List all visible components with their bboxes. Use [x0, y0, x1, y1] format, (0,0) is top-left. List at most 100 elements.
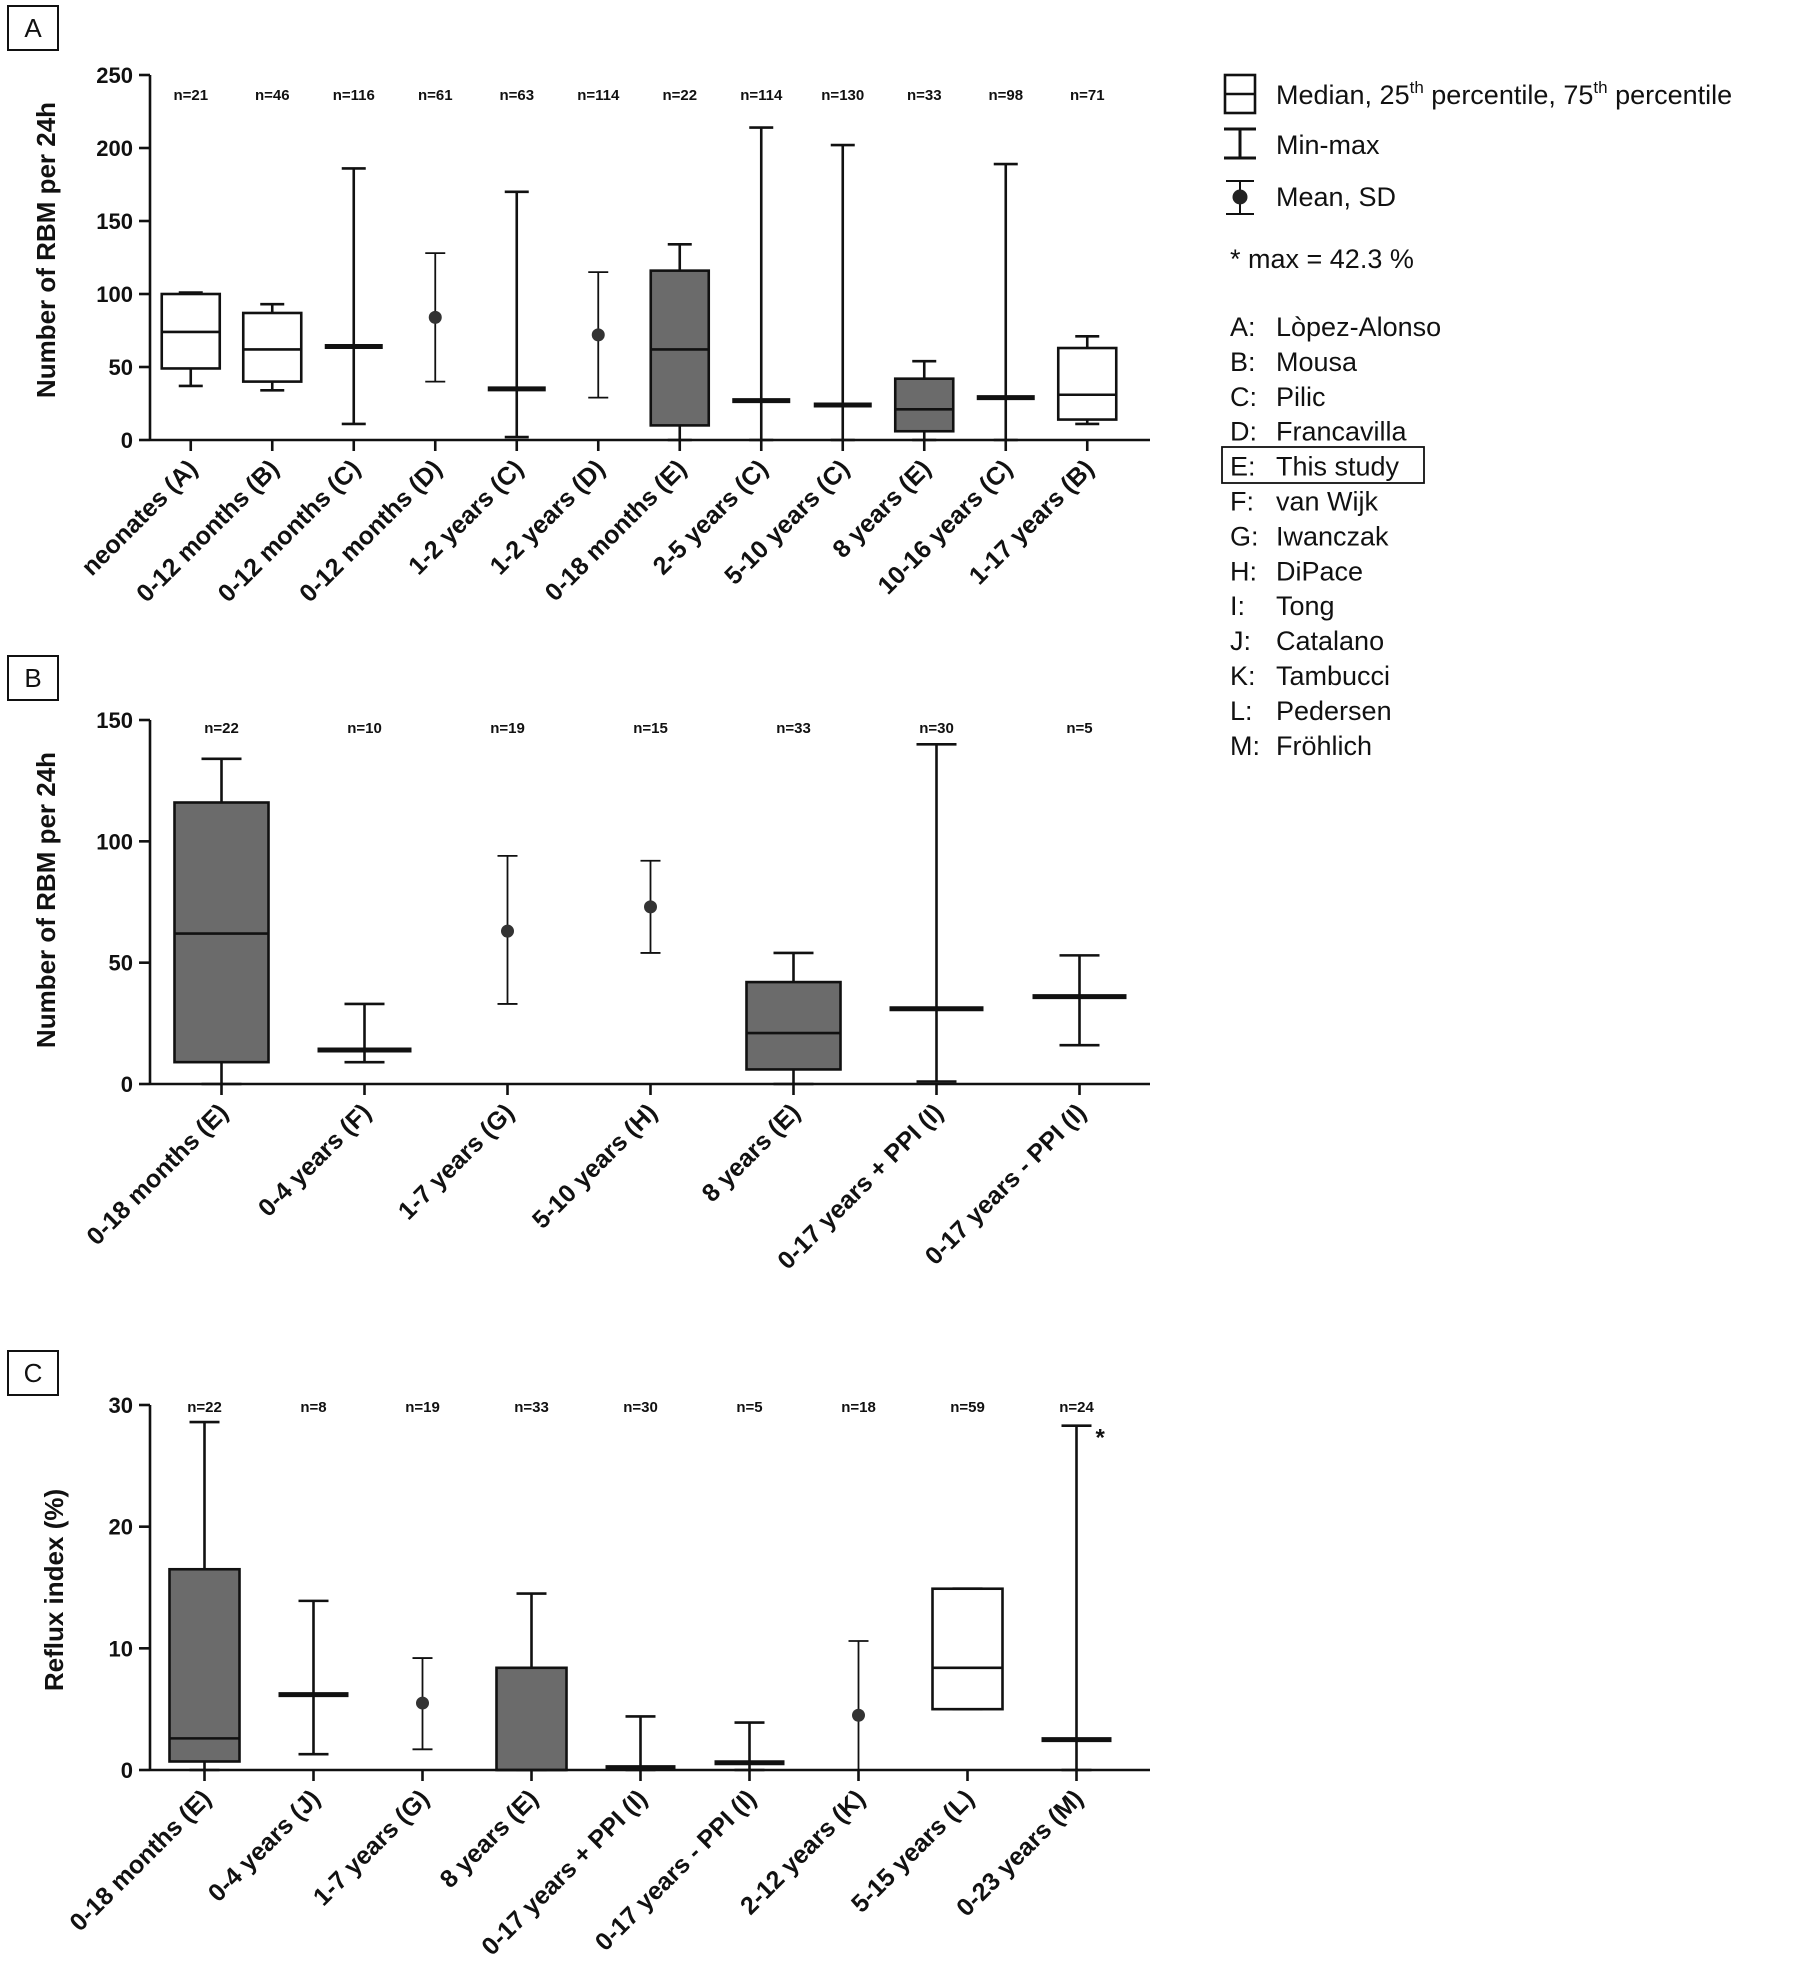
- mean-point: [644, 900, 657, 914]
- n-label: n=63: [499, 87, 534, 104]
- n-label: n=30: [919, 720, 954, 737]
- y-axis-label: Number of RBM per 24h: [31, 102, 61, 398]
- y-tick-label: 0: [121, 1758, 133, 1783]
- legend-reference-key: K:: [1230, 661, 1256, 691]
- legend-mean-symbol: [1226, 180, 1254, 215]
- mean-point: [428, 310, 442, 324]
- n-label: n=59: [950, 1399, 985, 1416]
- x-tick-label: 0-12 months (B): [131, 454, 284, 607]
- legend-reference-key: M:: [1230, 731, 1260, 761]
- min-max-range: *: [1041, 1424, 1112, 1772]
- y-axis-label: Reflux index (%): [39, 1489, 69, 1691]
- min-max-range: [813, 143, 872, 442]
- n-label: n=15: [633, 720, 668, 737]
- min-max-range: [487, 190, 546, 439]
- n-label: n=19: [405, 1399, 440, 1416]
- y-tick-label: 150: [96, 209, 133, 234]
- box-plot: [649, 243, 711, 442]
- legend-minmax-label: Min-max: [1276, 130, 1380, 160]
- x-tick-label: 1-7 years (G): [308, 1784, 435, 1911]
- iqr-box: [241, 311, 303, 383]
- box-plot: [893, 359, 955, 442]
- legend-reference-key: E:: [1230, 452, 1256, 482]
- n-label: n=98: [988, 87, 1023, 104]
- iqr-box: [495, 1666, 568, 1772]
- legend-reference-key: C:: [1230, 382, 1257, 412]
- n-label: n=114: [577, 87, 620, 104]
- y-tick-label: 50: [109, 951, 133, 976]
- x-tick-label: 0-18 months (E): [540, 454, 692, 606]
- y-tick-label: 30: [109, 1393, 133, 1418]
- legend-reference-name: Pedersen: [1276, 696, 1392, 726]
- min-max-range: [732, 126, 791, 442]
- max-annotation: *: [1096, 1425, 1106, 1452]
- n-label: n=5: [1066, 720, 1092, 737]
- n-label: n=61: [418, 87, 453, 104]
- n-label: n=8: [300, 1399, 326, 1416]
- legend-reference-name: Iwanczak: [1276, 521, 1389, 551]
- min-max-range: [324, 167, 383, 426]
- legend-reference-name: DiPace: [1276, 556, 1363, 586]
- legend-reference-key: L:: [1230, 696, 1253, 726]
- x-tick-label: 0-17 years - PPI (I): [920, 1098, 1092, 1270]
- legend-reference-name: Lòpez-Alonso: [1276, 312, 1441, 342]
- mean-point: [416, 1696, 429, 1710]
- mean-sd: [848, 1640, 869, 1771]
- mean-sd: [497, 854, 518, 1005]
- box-plot: [241, 302, 303, 392]
- legend-reference-name: Mousa: [1276, 347, 1358, 377]
- x-tick-label: 0-18 months (E): [81, 1098, 233, 1250]
- y-tick-label: 0: [121, 428, 133, 453]
- y-tick-label: 100: [96, 829, 133, 854]
- y-tick-label: 100: [96, 282, 133, 307]
- iqr-box: [931, 1587, 1004, 1711]
- iqr-box: [649, 269, 711, 427]
- mean-sd: [640, 859, 661, 954]
- n-label: n=46: [255, 87, 290, 104]
- legend-reference-key: D:: [1230, 417, 1257, 447]
- y-tick-label: 150: [96, 708, 133, 733]
- box-plot: [1056, 335, 1118, 426]
- legend-reference-key: H:: [1230, 556, 1257, 586]
- n-label: n=5: [736, 1399, 762, 1416]
- box-plot: [168, 1420, 241, 1772]
- y-axis-label: Number of RBM per 24h: [31, 752, 61, 1048]
- x-tick-label: 0-12 months (D): [294, 454, 447, 607]
- n-label: n=33: [776, 720, 811, 737]
- min-max-range: [278, 1599, 349, 1756]
- y-tick-label: 0: [121, 1072, 133, 1097]
- n-label: n=22: [204, 720, 239, 737]
- y-tick-label: 10: [109, 1636, 133, 1661]
- min-max-range: [317, 1002, 412, 1064]
- y-tick-label: 250: [96, 63, 133, 88]
- x-tick-label: 0-12 months (C): [213, 454, 366, 607]
- legend-reference-name: Tambucci: [1276, 661, 1390, 691]
- box-plot: [160, 291, 222, 388]
- legend-reference-key: A:: [1230, 312, 1256, 342]
- legend-reference-name: Fröhlich: [1276, 731, 1372, 761]
- box-plot: [173, 757, 270, 1086]
- legend-reference-key: F:: [1230, 487, 1254, 517]
- n-label: n=24: [1059, 1399, 1094, 1416]
- y-tick-label: 50: [109, 355, 133, 380]
- n-label: n=116: [333, 87, 375, 104]
- panel-letter-a: A: [24, 13, 42, 43]
- x-tick-label: 0-4 years (J): [203, 1784, 326, 1907]
- n-label: n=130: [821, 87, 864, 104]
- legend-reference-name: van Wijk: [1276, 487, 1379, 517]
- mean-point: [591, 328, 605, 342]
- legend-highlight-box: [1221, 446, 1425, 484]
- n-label: n=30: [623, 1399, 658, 1416]
- iqr-box: [893, 377, 955, 433]
- legend-reference-key: I:: [1230, 591, 1245, 621]
- x-tick-label: 0-18 months (E): [64, 1784, 216, 1936]
- chart-panel-b: 0 50 100 150 Number of RBM per 24h 0-18 month…: [31, 708, 1150, 1275]
- min-max-range: [889, 742, 984, 1083]
- mean-point: [501, 924, 514, 938]
- n-label: n=18: [841, 1399, 876, 1416]
- legend-note: * max = 42.3 %: [1230, 244, 1414, 274]
- legend-reference-name: Francavilla: [1276, 417, 1408, 447]
- legend-reference-name: This study: [1276, 452, 1400, 482]
- legend-reference-key: B:: [1230, 347, 1256, 377]
- n-label: n=33: [514, 1399, 549, 1416]
